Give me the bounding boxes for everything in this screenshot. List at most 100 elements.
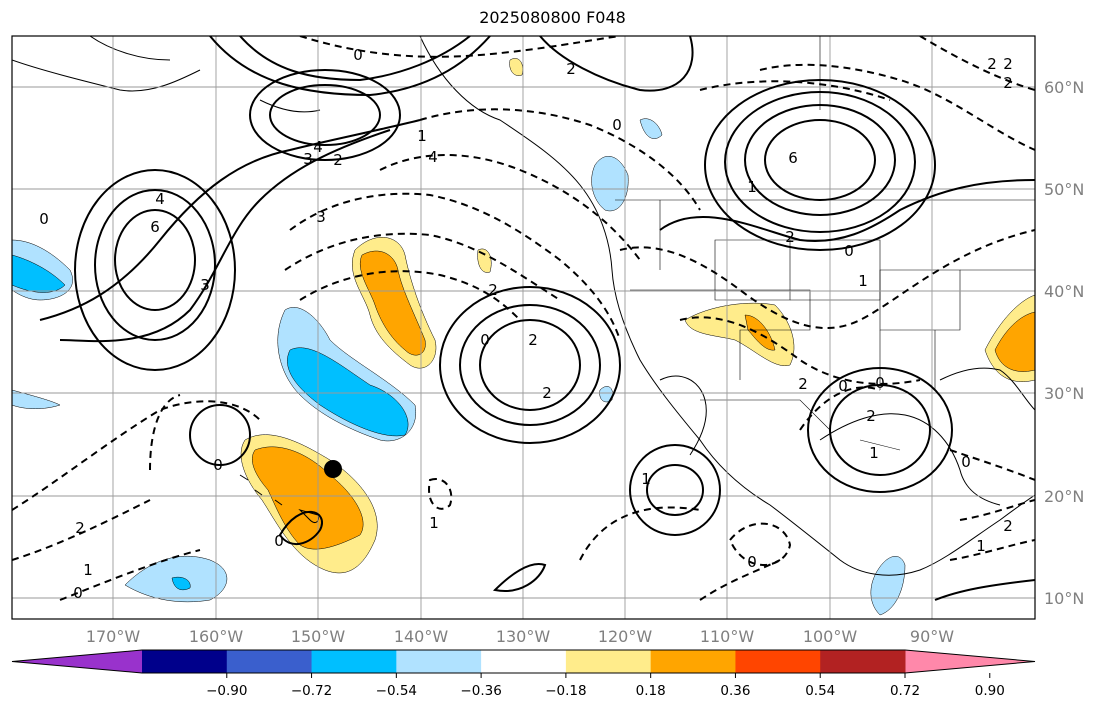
- contour-label: 2: [528, 331, 538, 349]
- contour-label: 0: [39, 210, 49, 228]
- positive-anomaly-region: [684, 302, 795, 367]
- contour-label: 0: [353, 46, 363, 64]
- colorbar-tick-label: −0.36: [460, 683, 501, 699]
- colorbar-outline: [11, 649, 1036, 674]
- contour-label: 1: [641, 470, 651, 488]
- contour-label: 3: [316, 208, 326, 226]
- lat-label-30n: 30°N: [1044, 384, 1084, 403]
- longitude-labels: 170°W 160°W 150°W 140°W 130°W 120°W 110°…: [86, 627, 954, 646]
- contour-label: 1: [429, 514, 439, 532]
- contour-label: 4: [313, 138, 323, 156]
- coastlines: [12, 36, 1035, 576]
- colorbar-extend-low: [12, 650, 142, 673]
- negative-anomaly-region: [12, 389, 61, 409]
- negative-anomaly-region: [639, 118, 663, 139]
- colorbar-tick-label: −0.90: [206, 683, 247, 699]
- lat-label-60n: 60°N: [1044, 78, 1084, 97]
- contour-label: 0: [844, 242, 854, 260]
- lat-label-40n: 40°N: [1044, 282, 1084, 301]
- contour-label: 1: [858, 272, 868, 290]
- colorbar-tick-label: −0.18: [545, 683, 586, 699]
- negative-anomaly-region: [599, 386, 613, 403]
- dashed-contours: [12, 36, 1035, 601]
- contour-label: 4: [155, 190, 165, 208]
- colorbar-segment: [650, 650, 736, 673]
- colorbar-segment: [226, 650, 313, 673]
- colorbar-segment: [311, 650, 397, 673]
- colorbar-segment: [735, 650, 821, 673]
- lon-label-130w: 130°W: [496, 627, 551, 646]
- lat-label-20n: 20°N: [1044, 487, 1084, 506]
- contour-label: 2: [566, 60, 576, 78]
- contour-labels: 4 0 3 3 2 4 4 6 2 0 6 2 1 2 1 0 2 2 1 0 …: [39, 46, 1013, 602]
- contour-label: 2: [488, 281, 498, 299]
- colorbar-tick-label: 0.72: [890, 683, 920, 699]
- lon-label-160w: 160°W: [189, 627, 244, 646]
- lon-label-120w: 120°W: [598, 627, 653, 646]
- contour-label: 0: [73, 584, 83, 602]
- contour-label: 1: [747, 178, 757, 196]
- contour-label: 6: [150, 218, 160, 236]
- lat-label-10n: 10°N: [1044, 589, 1084, 608]
- map-frame: [11, 35, 1036, 620]
- contour-label: 2: [333, 151, 343, 169]
- colorbar-tick-label: 0.36: [720, 683, 750, 699]
- colorbar: −0.90 −0.72 −0.54 −0.36 −0.18 0.18 0.36 0.54 0.7…: [11, 649, 1036, 699]
- positive-anomaly-core: [744, 314, 776, 351]
- colorbar-tick-label: −0.54: [376, 683, 417, 699]
- colorbar-extend-high: [905, 650, 1035, 673]
- contour-label: 6: [788, 149, 798, 167]
- contour-label: 3: [303, 150, 313, 168]
- contour-label: 0: [747, 553, 757, 571]
- contour-label: 2: [987, 55, 997, 73]
- shaded-regions: [12, 58, 1035, 616]
- contour-label: 1: [417, 127, 427, 145]
- contour-label: 0: [274, 532, 284, 550]
- contour-label: 0: [213, 456, 223, 474]
- location-marker: [324, 460, 342, 478]
- contour-label: 1: [83, 561, 93, 579]
- colorbar-tick-label: 0.54: [805, 683, 835, 699]
- colorbar-tick-label: 0.90: [975, 683, 1005, 699]
- positive-anomaly-core: [994, 311, 1035, 372]
- latitude-labels: 60°N 50°N 40°N 30°N 20°N 10°N: [1044, 78, 1084, 608]
- contour-label: 0: [961, 453, 971, 471]
- contour-label: 3: [200, 276, 210, 294]
- lon-label-110w: 110°W: [700, 627, 755, 646]
- contour-label: 1: [869, 444, 879, 462]
- map-area: 4 0 3 3 2 4 4 6 2 0 6 2 1 2 1 0 2 2 1 0 …: [12, 36, 1035, 619]
- lon-label-90w: 90°W: [910, 627, 954, 646]
- colorbar-segment: [565, 650, 652, 673]
- contour-label: 2: [1003, 74, 1013, 92]
- contour-label: 2: [75, 519, 85, 537]
- graticule: [12, 36, 1035, 619]
- colorbar-tick-label: 0.18: [636, 683, 666, 699]
- positive-anomaly-region: [477, 248, 492, 273]
- negative-anomaly-core: [12, 254, 66, 293]
- contour-label: 1: [976, 537, 986, 555]
- negative-anomaly-region: [870, 556, 906, 616]
- contour-label: 2: [1003, 55, 1013, 73]
- lon-label-170w: 170°W: [86, 627, 141, 646]
- contour-label: 2: [798, 375, 808, 393]
- positive-anomaly-region: [509, 58, 523, 76]
- contour-label: 2: [542, 384, 552, 402]
- contour-label: 2: [785, 228, 795, 246]
- colorbar-segment: [142, 650, 228, 673]
- lon-label-100w: 100°W: [803, 627, 858, 646]
- contour-label: 0: [480, 331, 490, 349]
- contour-label: 0: [875, 374, 885, 392]
- contour-label: 4: [428, 148, 438, 166]
- lat-label-50n: 50°N: [1044, 180, 1084, 199]
- map-title: 2025080800 F048: [479, 8, 626, 27]
- colorbar-segment: [820, 650, 906, 673]
- contour-label: 2: [1003, 517, 1013, 535]
- contour-label: 0: [612, 116, 622, 134]
- colorbar-segment: [396, 650, 482, 673]
- negative-anomaly-core: [171, 576, 191, 591]
- lon-label-150w: 150°W: [291, 627, 346, 646]
- solid-contours: [39, 36, 1035, 601]
- colorbar-segment: [481, 650, 567, 673]
- colorbar-tick-label: −0.72: [291, 683, 332, 699]
